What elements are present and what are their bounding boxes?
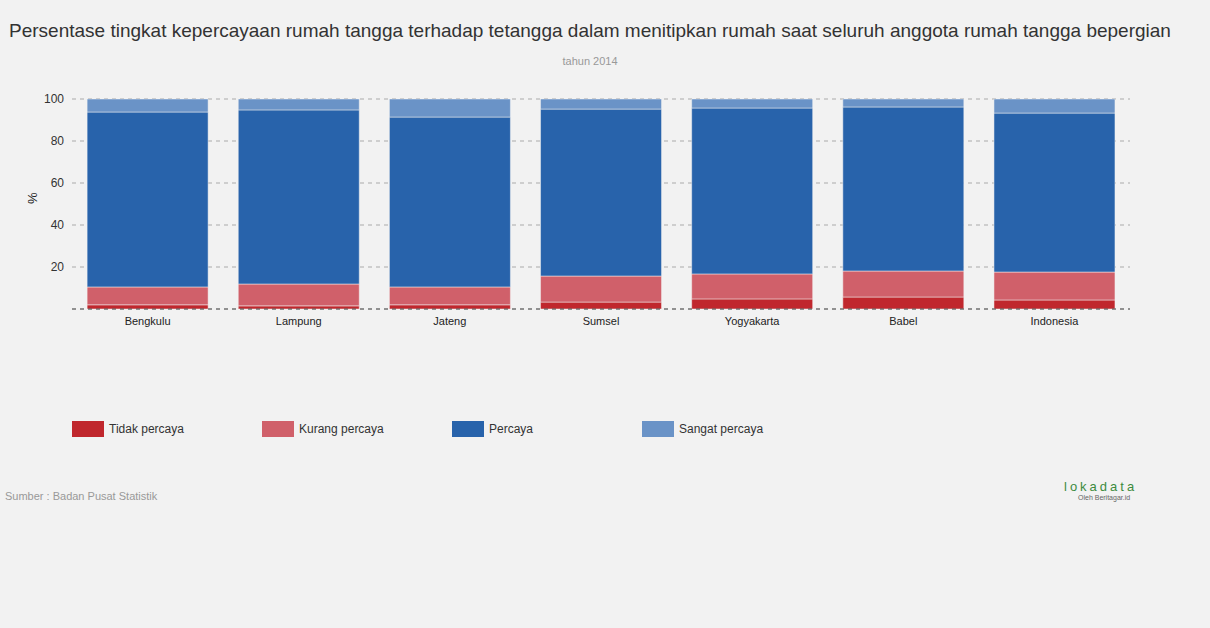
- svg-text:Sumsel: Sumsel: [583, 315, 620, 327]
- svg-text:60: 60: [51, 176, 65, 190]
- svg-text:%: %: [25, 192, 40, 204]
- svg-text:Lampung: Lampung: [276, 315, 322, 327]
- html-text:Percaya: Percaya: [489, 422, 533, 436]
- svg-text:Jateng: Jateng: [433, 315, 466, 327]
- svg-text:Yogyakarta: Yogyakarta: [725, 315, 781, 327]
- svg-text:100: 100: [44, 92, 64, 106]
- svg-text:20: 20: [51, 260, 65, 274]
- svg-text:Bengkulu: Bengkulu: [125, 315, 171, 327]
- html-text:Sumber : Badan Pusat Statistik: Sumber : Badan Pusat Statistik: [5, 490, 158, 502]
- html-text:Tidak percaya: Tidak percaya: [109, 422, 184, 436]
- html-text:Kurang percaya: Kurang percaya: [299, 422, 384, 436]
- html-text:tahun 2014: tahun 2014: [562, 55, 618, 67]
- svg-text:Indonesia: Indonesia: [1031, 315, 1080, 327]
- html-text:Persentase tingkat kepercayaan: Persentase tingkat kepercayaan rumah tan…: [9, 20, 1171, 41]
- html-text:Sangat percaya: Sangat percaya: [679, 422, 764, 436]
- svg-text:80: 80: [51, 134, 65, 148]
- svg-text:40: 40: [51, 218, 65, 232]
- html-text:Oleh Beritagar.id: Oleh Beritagar.id: [1078, 494, 1131, 501]
- html-text:lokadata: lokadata: [1064, 479, 1138, 494]
- svg-text:Babel: Babel: [889, 315, 917, 327]
